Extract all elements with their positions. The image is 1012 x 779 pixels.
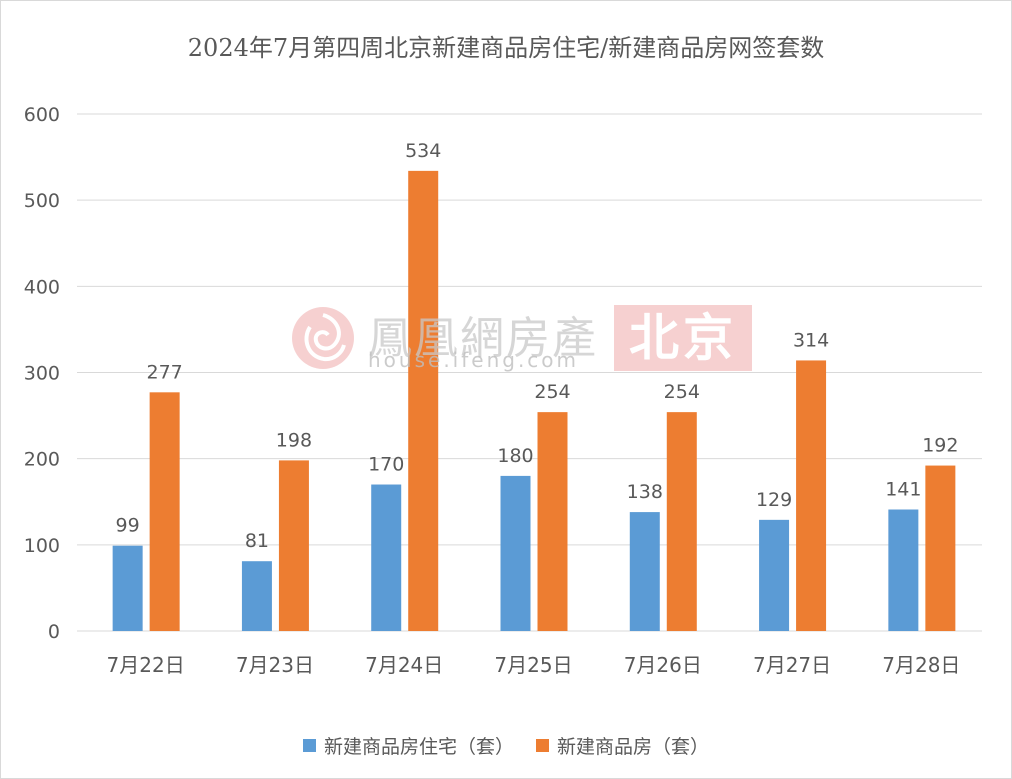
bar-series1	[888, 509, 919, 631]
data-label: 129	[756, 489, 792, 511]
y-tick-label: 600	[24, 104, 60, 126]
x-tick-label: 7月23日	[236, 653, 314, 677]
bar-series1	[371, 484, 402, 631]
bar-series2	[408, 170, 439, 631]
data-label: 141	[885, 479, 921, 501]
legend-item-series1: 新建商品房住宅（套）	[302, 732, 514, 759]
data-label: 180	[497, 445, 533, 467]
x-tick-label: 7月25日	[494, 653, 572, 677]
chart-legend: 新建商品房住宅（套） 新建商品房（套）	[0, 732, 1012, 759]
chart-title: 2024年7月第四周北京新建商品房住宅/新建商品房网签套数	[187, 34, 825, 62]
x-tick-label: 7月26日	[624, 653, 702, 677]
watermark-city: 北京	[614, 305, 752, 371]
y-tick-label: 400	[24, 276, 60, 298]
bar-series2	[925, 465, 956, 631]
data-label: 314	[793, 329, 829, 351]
legend-swatch-series1	[302, 739, 316, 752]
legend-label-series1: 新建商品房住宅（套）	[323, 736, 514, 758]
data-label: 198	[276, 429, 312, 451]
bar-series1	[500, 475, 531, 631]
x-tick-label: 7月22日	[107, 653, 185, 677]
y-tick-label: 500	[24, 190, 60, 212]
legend-label-series2: 新建商品房（套）	[557, 736, 710, 758]
data-label: 99	[116, 515, 140, 537]
bar-series2	[149, 392, 180, 631]
watermark-brand: 鳳凰網房產	[368, 313, 598, 364]
y-tick-label: 100	[24, 535, 60, 557]
bar-series1	[112, 545, 143, 631]
legend-item-series2: 新建商品房（套）	[536, 732, 709, 759]
y-tick-label: 300	[24, 363, 60, 385]
data-label: 170	[368, 454, 404, 476]
data-label: 138	[627, 481, 663, 503]
data-label: 277	[147, 361, 183, 383]
bar-series1	[759, 519, 790, 631]
x-tick-label: 7月28日	[882, 653, 960, 677]
bar-series2	[278, 460, 309, 631]
data-label: 534	[405, 140, 441, 162]
legend-swatch-series2	[536, 739, 550, 752]
x-tick-label: 7月24日	[365, 653, 443, 677]
data-label: 192	[922, 435, 958, 457]
bar-series2	[537, 412, 568, 631]
y-tick-label: 0	[48, 621, 60, 643]
data-label: 81	[245, 530, 269, 552]
bar-series2	[796, 360, 827, 631]
bar-series1	[241, 561, 272, 631]
watermark-url: house.ifeng.com	[368, 348, 580, 372]
bar-series1	[629, 512, 660, 631]
data-label: 254	[664, 381, 700, 403]
ifeng-phoenix-logo-icon	[290, 305, 356, 371]
x-tick-label: 7月27日	[753, 653, 831, 677]
data-label: 254	[534, 381, 570, 403]
y-tick-label: 200	[24, 449, 60, 471]
bar-series2	[666, 412, 697, 631]
